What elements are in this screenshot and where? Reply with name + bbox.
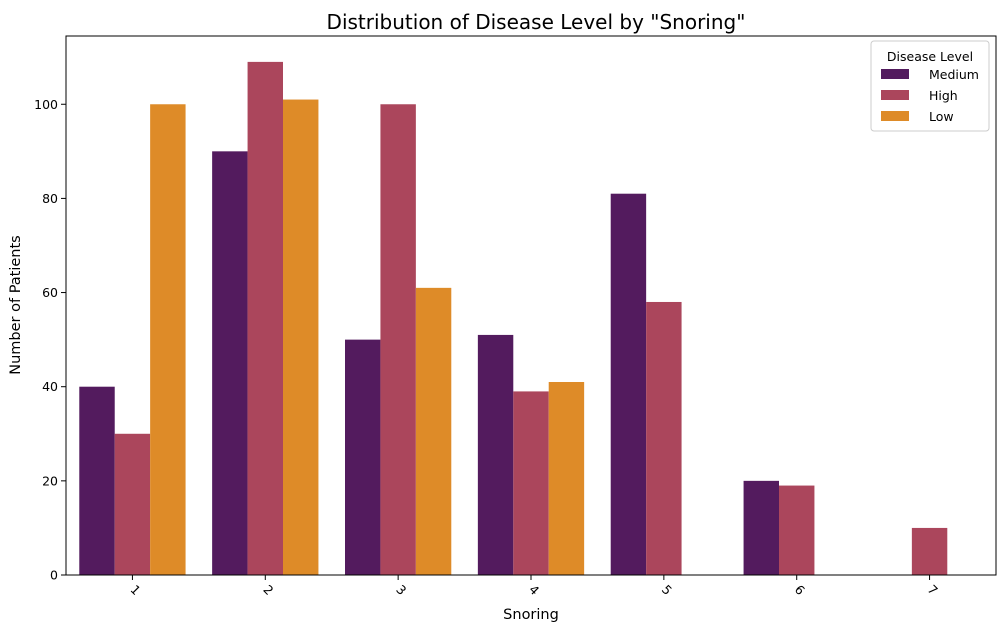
bar-medium-5 [610, 193, 647, 575]
bar-high-3 [380, 104, 416, 575]
legend-items: Medium High Low [881, 67, 979, 124]
y-tick-label: 0 [50, 568, 58, 583]
x-tick-label: 7 [925, 582, 941, 598]
chart-title: Distribution of Disease Level by "Snorin… [327, 10, 746, 34]
bar-low-2 [283, 99, 319, 576]
bar-medium-1 [79, 386, 115, 575]
y-tick-label: 40 [42, 379, 58, 394]
bar-medium-4 [477, 334, 514, 575]
legend-swatch-medium [881, 69, 909, 79]
y-axis-label: Number of Patients [8, 235, 24, 375]
legend-title: Disease Level [887, 49, 973, 64]
legend-label-low: Low [929, 109, 954, 124]
legend-label-high: High [929, 88, 958, 103]
bar-medium-2 [212, 151, 248, 575]
x-tick-label: 6 [792, 582, 808, 598]
bar-high-5 [646, 301, 682, 575]
y-tick-label: 60 [42, 285, 58, 300]
bar-medium-6 [743, 480, 779, 575]
bar-high-6 [779, 485, 815, 575]
legend-swatch-low [881, 111, 909, 121]
y-tick-label: 80 [42, 191, 58, 206]
x-axis-label: Snoring [503, 607, 559, 623]
bar-high-4 [513, 391, 549, 575]
x-tick-label: 2 [260, 582, 276, 598]
bar-medium-3 [345, 339, 381, 575]
x-tick-label: 4 [526, 582, 542, 598]
x-tick-label: 1 [127, 582, 143, 598]
x-tick-label: 5 [659, 582, 675, 598]
y-tick-label: 100 [34, 97, 58, 112]
bar-low-4 [548, 382, 585, 575]
bars-group [79, 61, 948, 576]
legend-frame [870, 40, 990, 132]
legend: Disease Level Medium High Low [870, 40, 990, 132]
legend-label-medium: Medium [929, 67, 979, 82]
bar-high-1 [114, 433, 151, 575]
y-tick-label: 20 [42, 473, 58, 488]
bar-high-2 [247, 61, 283, 575]
x-tick-label: 3 [393, 582, 409, 598]
bar-low-1 [150, 104, 186, 575]
bar-low-3 [415, 287, 452, 575]
legend-swatch-high [881, 90, 909, 100]
bar-high-7 [911, 527, 948, 575]
